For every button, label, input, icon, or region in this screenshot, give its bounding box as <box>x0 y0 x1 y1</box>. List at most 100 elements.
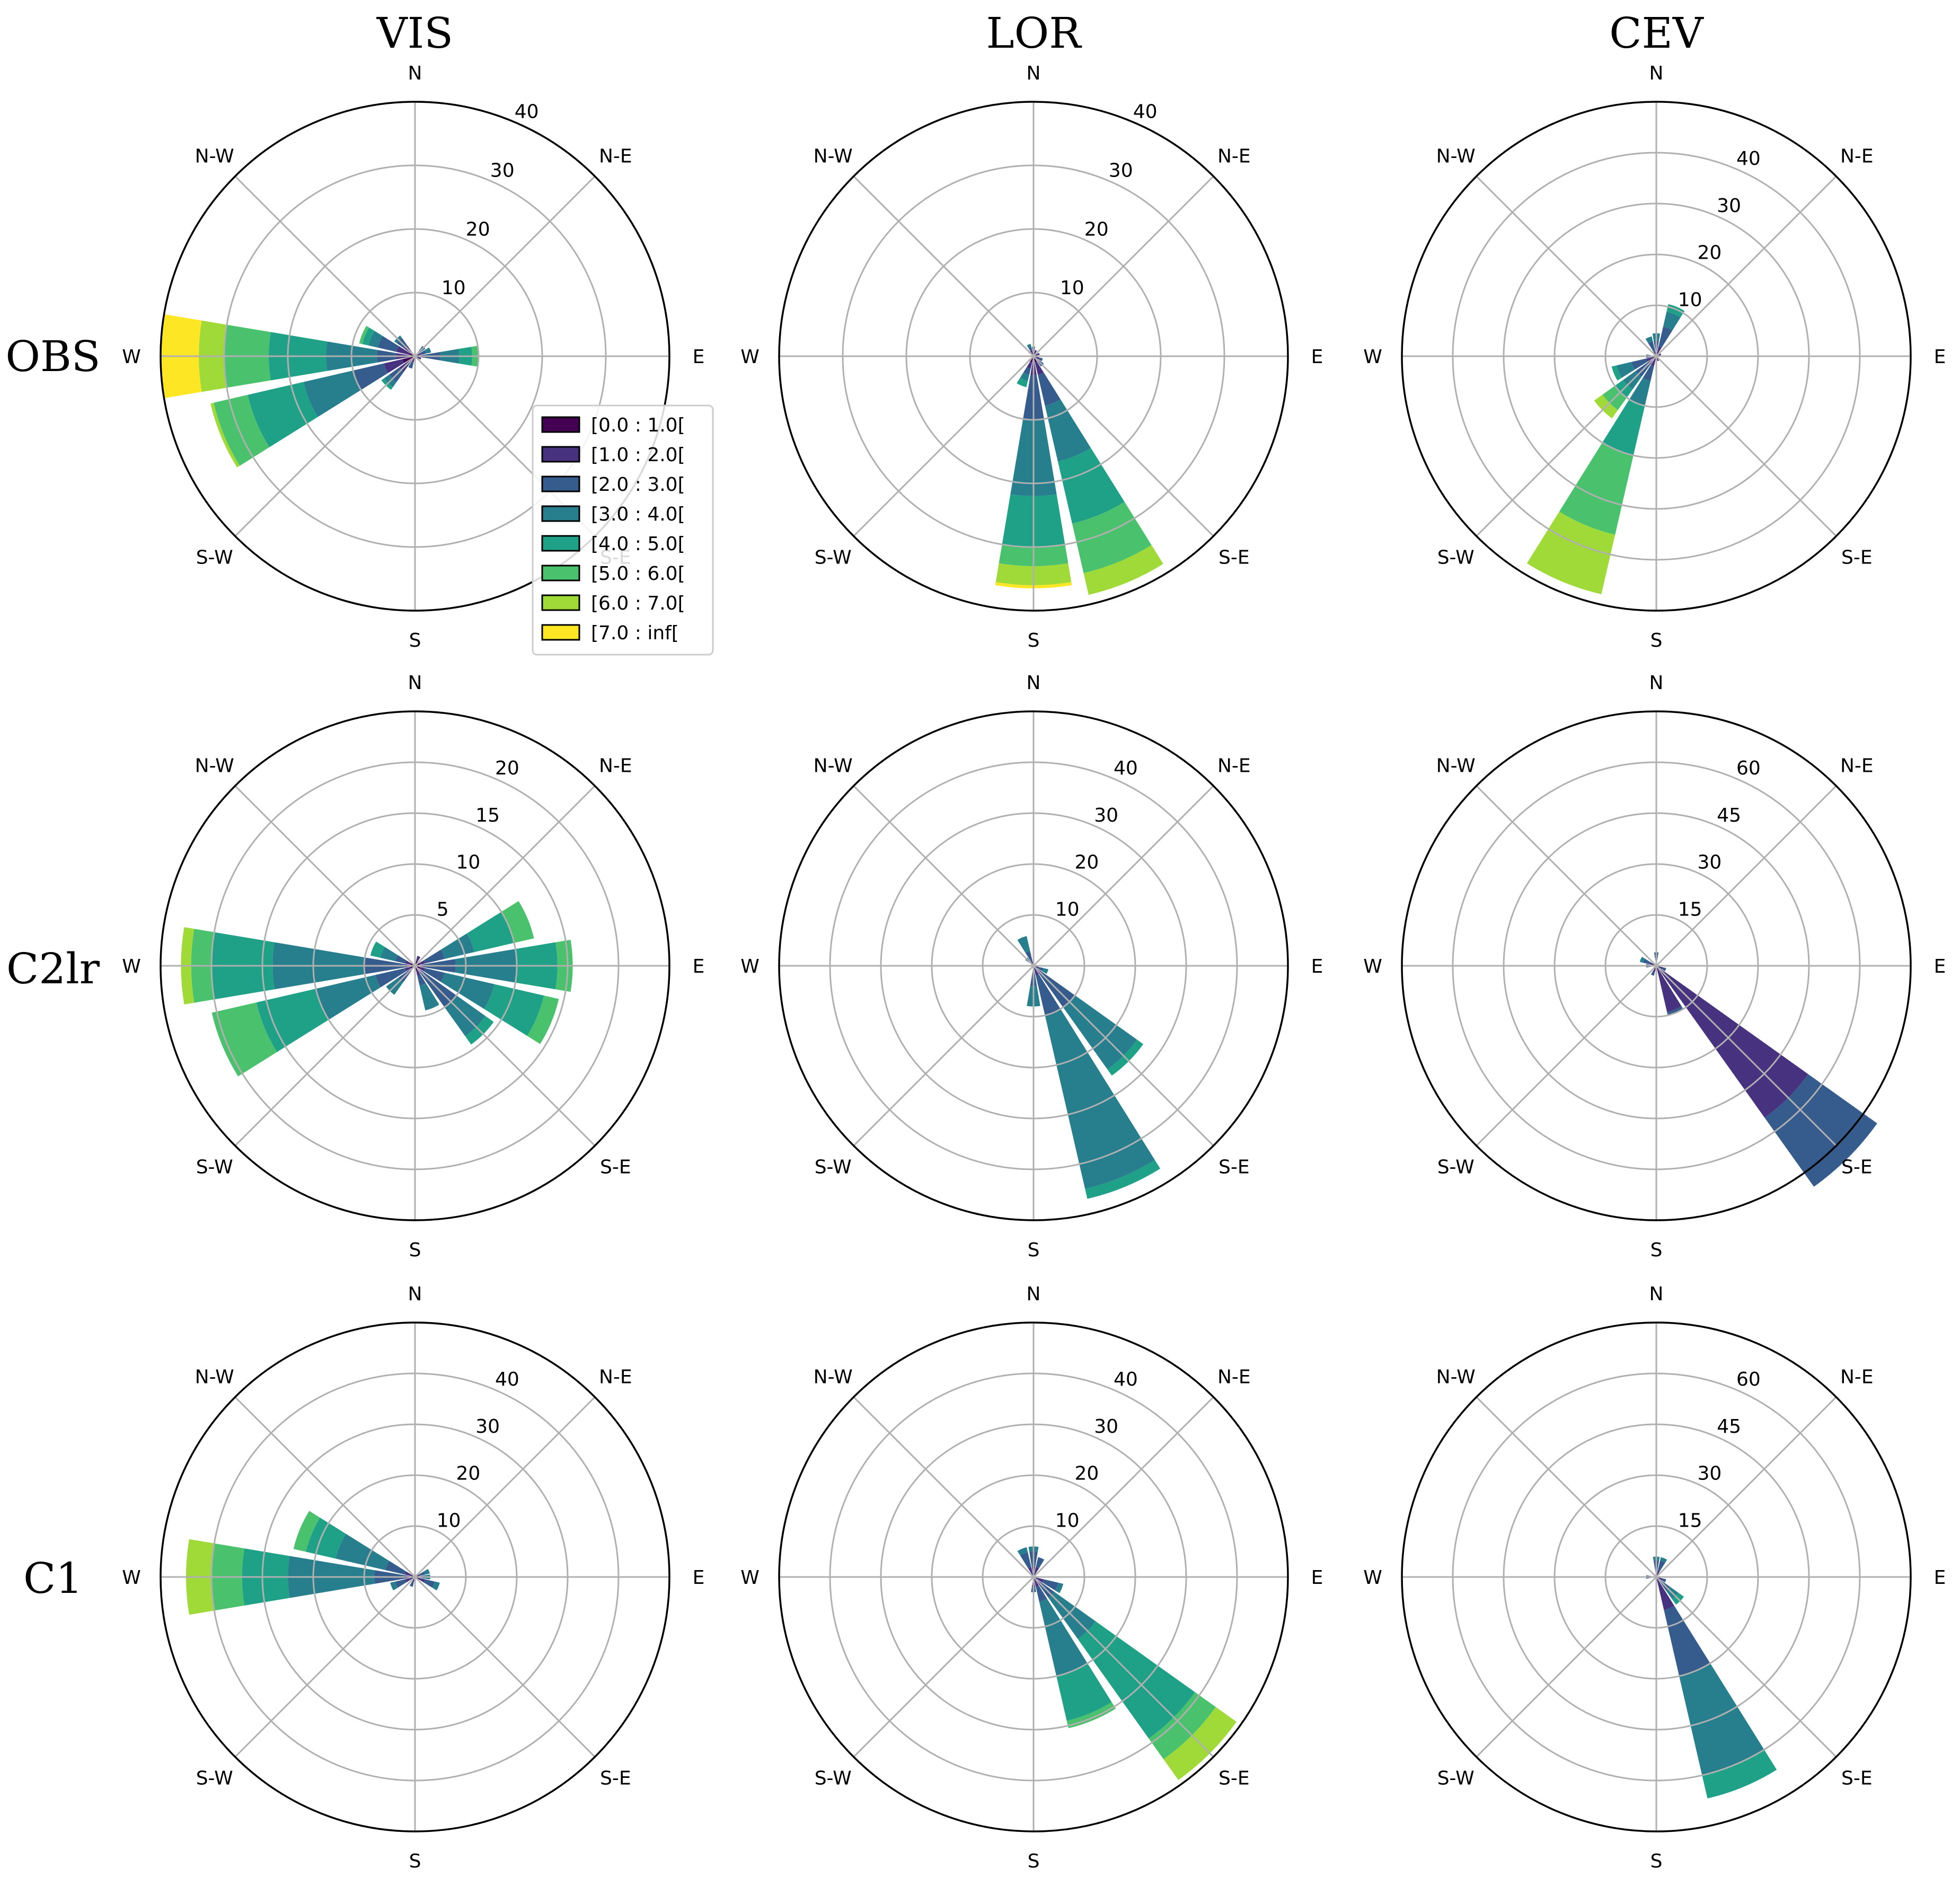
direction-label: S-E <box>1841 1767 1873 1789</box>
grid-spoke <box>1655 785 1837 967</box>
direction-label: E <box>1311 956 1323 977</box>
grid-spoke <box>234 1576 416 1758</box>
petal-segment <box>353 363 389 390</box>
direction-label: S-E <box>1841 1156 1873 1178</box>
direction-label: N <box>1649 1283 1664 1305</box>
grid-spoke <box>853 1576 1035 1758</box>
petal-segment <box>1657 358 1659 362</box>
column-titles: VIS LOR CEV <box>376 8 1704 58</box>
direction-label: S-W <box>196 1767 233 1789</box>
grid-spoke <box>1655 1396 1837 1578</box>
direction-label: S-W <box>196 1156 233 1178</box>
radial-tick-label: 20 <box>466 218 490 240</box>
panel-c1-vis: 10 20 30 40 N N-E E S-E S S-W W N-W <box>122 1283 704 1872</box>
direction-label: N-W <box>814 755 853 777</box>
petal-segment <box>1646 357 1654 362</box>
petal-segment <box>1656 1570 1660 1576</box>
legend-label: [3.0 : 4.0[ <box>591 504 685 525</box>
petal-segment <box>1042 968 1049 974</box>
radial-tick-label: 10 <box>1060 277 1084 299</box>
petal-segment <box>1028 347 1032 351</box>
petal-segment <box>440 973 495 1009</box>
radial-tick-label: 10 <box>456 852 481 874</box>
radial-tick-label: 15 <box>475 805 500 826</box>
legend-swatch <box>541 535 580 552</box>
petal-segment <box>395 955 407 964</box>
radial-tick-label: 10 <box>1678 289 1702 311</box>
direction-label: E <box>1934 1567 1946 1589</box>
petal-segment <box>1055 1582 1064 1593</box>
direction-label: W <box>1363 1567 1382 1589</box>
panel-c2lr-lor: 10 20 30 40 N N-E E S-E S S-W W N-W <box>740 672 1323 1261</box>
grid-spoke <box>1032 1396 1214 1578</box>
petal-segment <box>1066 1702 1116 1729</box>
petal-segment <box>1034 1567 1039 1575</box>
radial-tick-label: 30 <box>1094 805 1118 826</box>
petal-segment <box>423 1579 435 1588</box>
radial-tick-label: 60 <box>1736 1369 1761 1390</box>
direction-label: W <box>1363 346 1382 368</box>
petal-segment <box>1629 377 1651 406</box>
petal-segment <box>1657 346 1662 354</box>
grid-spoke <box>1032 965 1214 1147</box>
outer-ring <box>778 710 1289 1221</box>
petal-segment <box>1034 968 1039 976</box>
direction-label: E <box>693 956 705 977</box>
petal-segment <box>1639 957 1645 963</box>
petal-segment <box>1662 967 1666 972</box>
radial-tick-label: 20 <box>1075 852 1099 874</box>
petal-segment <box>336 1534 390 1570</box>
grid-spoke <box>234 785 416 967</box>
petal-segment <box>1028 1567 1033 1575</box>
petal-segment <box>1657 968 1682 1012</box>
petal-segment <box>405 1571 413 1576</box>
legend-swatch <box>541 594 580 611</box>
petal-segment <box>1027 362 1032 369</box>
panel-c1-cev: 15 30 45 60 N N-E E S-E S S-W W N-W <box>1363 1283 1946 1872</box>
petal-segment <box>1702 1749 1777 1799</box>
petal-segment <box>1662 1578 1666 1583</box>
petal-segment <box>1085 1160 1161 1199</box>
direction-label: E <box>1934 956 1946 977</box>
petal-segment <box>1020 372 1029 381</box>
direction-label: N-W <box>195 146 234 168</box>
petal-segment <box>1036 974 1061 1016</box>
grid-spoke <box>414 175 596 357</box>
petal-segment <box>368 331 383 348</box>
direction-label: N <box>1027 63 1041 84</box>
direction-label: N <box>408 63 422 84</box>
petal-segment <box>1667 1006 1683 1016</box>
legend-swatch <box>541 565 580 581</box>
petal-segment <box>527 995 559 1044</box>
direction-label: N-W <box>814 146 853 168</box>
petal-segment <box>1036 1585 1047 1602</box>
grid-spoke <box>414 1576 596 1758</box>
direction-label: N-W <box>814 1367 853 1388</box>
petal-segment <box>1660 1557 1667 1563</box>
petal-segment <box>405 960 411 965</box>
petal-segment <box>1025 950 1032 962</box>
petal-segment <box>409 1581 414 1587</box>
radial-tick-label: 40 <box>515 101 539 123</box>
petal-segment <box>1664 1606 1710 1677</box>
radial-tick-label: 5 <box>437 898 449 920</box>
petal-segment <box>1653 967 1656 973</box>
petal-segment <box>1034 1579 1039 1587</box>
direction-label: N-E <box>1217 1367 1251 1388</box>
direction-label: S-W <box>1437 547 1475 568</box>
legend-swatch <box>541 446 580 463</box>
direction-label: N-W <box>1436 1367 1476 1388</box>
petal-segment <box>1036 1557 1045 1568</box>
direction-label: W <box>122 346 141 368</box>
direction-label: S-E <box>1219 1767 1250 1789</box>
petal-segment <box>1036 1578 1044 1583</box>
legend-swatch <box>541 475 580 492</box>
direction-label: S-W <box>1437 1767 1475 1789</box>
direction-label: N <box>408 672 422 694</box>
outer-ring <box>160 710 670 1221</box>
petal-segment <box>419 983 439 1011</box>
legend-label: [6.0 : 7.0[ <box>591 593 685 614</box>
radial-tick-label: 10 <box>1055 1510 1080 1531</box>
radial-tick-label: 30 <box>1698 1463 1722 1485</box>
